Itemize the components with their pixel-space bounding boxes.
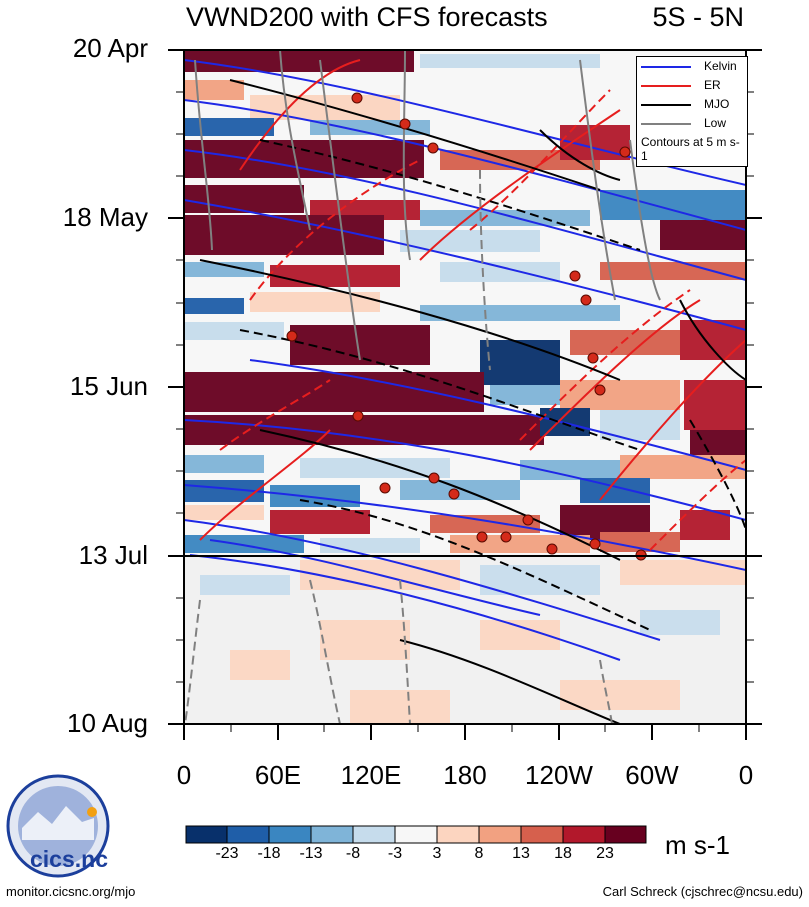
- footer-url[interactable]: monitor.cicsnc.org/mjo: [6, 884, 136, 899]
- colorbar-swatch-2: [268, 825, 312, 844]
- colorbar: [185, 825, 647, 844]
- region-label: 5S - 5N: [652, 2, 744, 32]
- legend-label: Kelvin: [704, 59, 737, 73]
- x-tick-label: 180: [443, 760, 487, 790]
- colorbar-swatch-8: [520, 825, 564, 844]
- y-tick-label: 13 Jul: [78, 540, 148, 570]
- minor-ticks: [176, 91, 754, 732]
- y-tick-label: 10 Aug: [67, 708, 148, 738]
- legend: Kelvin ER MJO Low Contours at 5 m s-1: [636, 56, 748, 167]
- y-tick-label: 18 May: [62, 202, 148, 232]
- colorbar-label: 3: [432, 845, 442, 862]
- legend-item-kelvin: Kelvin: [637, 57, 747, 76]
- legend-item-low: Low: [637, 114, 747, 133]
- colorbar-label: -23: [215, 845, 239, 862]
- colorbar-swatch-5: [394, 825, 438, 844]
- colorbar-swatch-1: [226, 825, 270, 844]
- colorbar-units: m s-1: [665, 830, 730, 860]
- colorbar-swatch-7: [478, 825, 522, 844]
- legend-label: MJO: [704, 97, 730, 111]
- chart-title: VWND200 with CFS forecasts: [186, 2, 548, 32]
- logo-text: cics.nc: [30, 846, 108, 872]
- kelvin-contours: [184, 59, 746, 661]
- colorbar-label: -3: [387, 845, 403, 862]
- x-tick-label: 0: [738, 760, 754, 790]
- colorbar-swatch-0: [185, 825, 228, 844]
- x-tick-label: 60W: [625, 760, 679, 790]
- colorbar-swatch-3: [310, 825, 354, 844]
- cicsnc-logo: [6, 774, 110, 878]
- y-tick-label: 20 Apr: [72, 33, 148, 63]
- y-tick-label: 15 Jun: [69, 371, 148, 401]
- legend-note: Contours at 5 m s-1: [641, 135, 740, 163]
- colorbar-swatch-4: [352, 825, 396, 844]
- legend-swatch: [641, 104, 691, 106]
- footer-credit: Carl Schreck (cjschrec@ncsu.edu): [602, 884, 803, 899]
- legend-swatch: [641, 85, 691, 87]
- colorbar-swatch-9: [562, 825, 606, 844]
- colorbar-label: 23: [596, 845, 614, 862]
- colorbar-label: 8: [474, 845, 484, 862]
- low-contours: [184, 50, 661, 724]
- tc-markers: [286, 92, 647, 561]
- colorbar-swatch-10: [604, 825, 647, 844]
- colorbar-label: -18: [257, 845, 281, 862]
- colorbar-label: 13: [512, 845, 530, 862]
- x-tick-label: 120W: [525, 760, 593, 790]
- legend-label: Low: [704, 116, 727, 130]
- x-tick-label: 0: [176, 760, 192, 790]
- legend-item-er: ER: [637, 76, 747, 95]
- mjo-contours: [199, 79, 746, 724]
- legend-swatch: [641, 123, 691, 125]
- legend-swatch: [641, 66, 691, 68]
- colorbar-swatch-6: [436, 825, 480, 844]
- tick-marks: [168, 49, 762, 740]
- legend-label: ER: [704, 78, 721, 92]
- x-tick-label: 60E: [254, 760, 302, 790]
- legend-item-mjo: MJO: [637, 95, 747, 114]
- colorbar-label: -8: [345, 845, 361, 862]
- colorbar-label: -13: [299, 845, 323, 862]
- x-tick-label: 120E: [340, 760, 402, 790]
- colorbar-label: 18: [554, 845, 572, 862]
